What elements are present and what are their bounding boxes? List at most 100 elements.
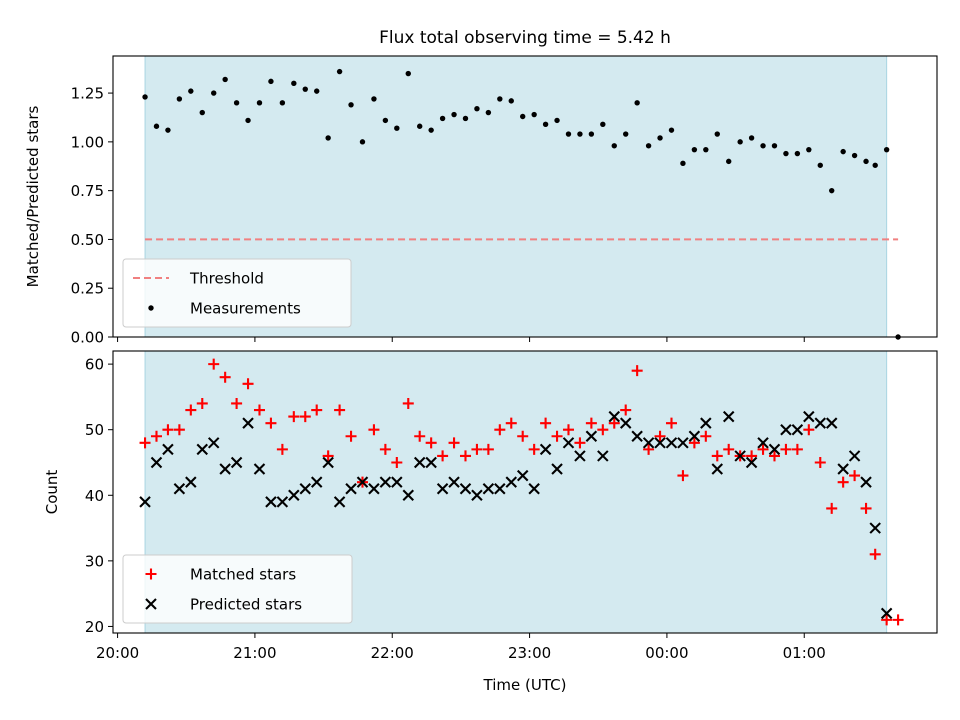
data-point xyxy=(222,76,228,83)
data-point xyxy=(150,456,163,469)
data-point xyxy=(230,456,243,469)
data-point xyxy=(494,482,506,495)
data-point xyxy=(654,430,666,442)
legend-label: Matched stars xyxy=(190,566,296,584)
y-tick-label: 0.25 xyxy=(71,280,104,298)
data-point xyxy=(219,463,231,475)
data-point xyxy=(860,476,872,488)
data-point xyxy=(817,162,823,168)
data-point xyxy=(829,187,835,194)
data-point xyxy=(531,111,537,118)
data-point xyxy=(196,443,209,456)
data-point xyxy=(677,470,689,482)
data-point xyxy=(574,450,586,462)
data-point xyxy=(528,482,540,495)
data-point xyxy=(700,417,712,429)
legend-handle xyxy=(145,568,157,580)
data-point xyxy=(497,96,503,102)
y-tick-label: 40 xyxy=(85,487,104,505)
data-point xyxy=(746,450,758,462)
data-point xyxy=(391,476,403,488)
data-point xyxy=(413,456,426,469)
data-point xyxy=(325,135,331,141)
data-point xyxy=(562,424,574,436)
data-point xyxy=(634,100,640,106)
data-point xyxy=(474,105,480,112)
data-point xyxy=(734,450,746,462)
data-point xyxy=(368,424,380,436)
data-point xyxy=(551,463,563,475)
legend: Threshold Measurements xyxy=(122,258,352,328)
data-point xyxy=(619,417,632,429)
y-tick-label: 20 xyxy=(85,618,104,636)
y-tick-label: 0.75 xyxy=(71,182,104,200)
data-point xyxy=(814,417,827,429)
data-point xyxy=(700,430,712,442)
y-tick-label: 0.50 xyxy=(71,231,104,249)
data-point xyxy=(379,443,391,455)
data-point xyxy=(517,430,529,442)
data-point xyxy=(371,96,377,102)
data-point xyxy=(391,456,403,468)
data-point xyxy=(139,437,151,449)
data-point xyxy=(872,162,878,168)
data-point xyxy=(760,143,766,149)
data-point xyxy=(665,417,677,429)
data-point xyxy=(657,135,663,141)
data-point xyxy=(439,115,446,122)
data-point xyxy=(471,443,483,455)
data-point xyxy=(142,94,148,100)
data-point xyxy=(291,80,297,87)
data-point xyxy=(162,443,174,456)
panel-bottom: 20 30 40 50 60 20:00 21:00 22:00 23:00 00:00 01:00… xyxy=(43,350,938,694)
data-point xyxy=(173,482,186,495)
data-point xyxy=(505,417,517,429)
data-point xyxy=(554,117,560,124)
data-point xyxy=(459,482,472,495)
data-point xyxy=(860,502,872,514)
x-axis-label: Time (UTC) xyxy=(483,676,567,694)
data-point xyxy=(196,397,208,409)
x-tick-label: 23:00 xyxy=(508,644,551,662)
data-point xyxy=(825,417,838,429)
legend-label: Threshold xyxy=(189,270,264,288)
data-point xyxy=(723,443,735,455)
data-point xyxy=(780,443,792,455)
data-point xyxy=(600,121,606,127)
data-point xyxy=(279,100,286,106)
data-point xyxy=(677,437,689,449)
data-point xyxy=(242,417,254,429)
data-point xyxy=(551,430,563,442)
data-point xyxy=(577,131,583,137)
data-point xyxy=(703,146,709,153)
data-point xyxy=(302,86,308,92)
data-point xyxy=(459,450,471,462)
data-point xyxy=(219,371,231,383)
data-point xyxy=(417,123,423,129)
data-point xyxy=(345,482,357,495)
data-point xyxy=(508,98,514,104)
data-point xyxy=(771,143,778,149)
x-tick-label: 00:00 xyxy=(645,644,688,662)
data-point xyxy=(711,463,724,475)
data-point xyxy=(620,404,632,416)
legend-handle xyxy=(145,598,157,610)
legend-label: Predicted stars xyxy=(190,596,302,614)
data-point xyxy=(165,127,171,133)
legend-handle xyxy=(148,305,154,311)
data-point xyxy=(382,117,389,124)
data-point xyxy=(565,131,572,137)
chart-title: Flux total observing time = 5.42 h xyxy=(379,28,671,48)
data-point xyxy=(849,470,861,482)
data-point xyxy=(520,113,526,120)
data-point xyxy=(405,70,411,77)
series-measurements xyxy=(142,68,901,340)
data-point xyxy=(608,410,621,423)
data-point xyxy=(528,443,540,455)
legend-label: Measurements xyxy=(190,300,301,318)
data-point xyxy=(814,456,826,468)
data-point xyxy=(471,489,483,502)
axes-frame xyxy=(112,55,938,338)
data-point xyxy=(451,111,457,118)
